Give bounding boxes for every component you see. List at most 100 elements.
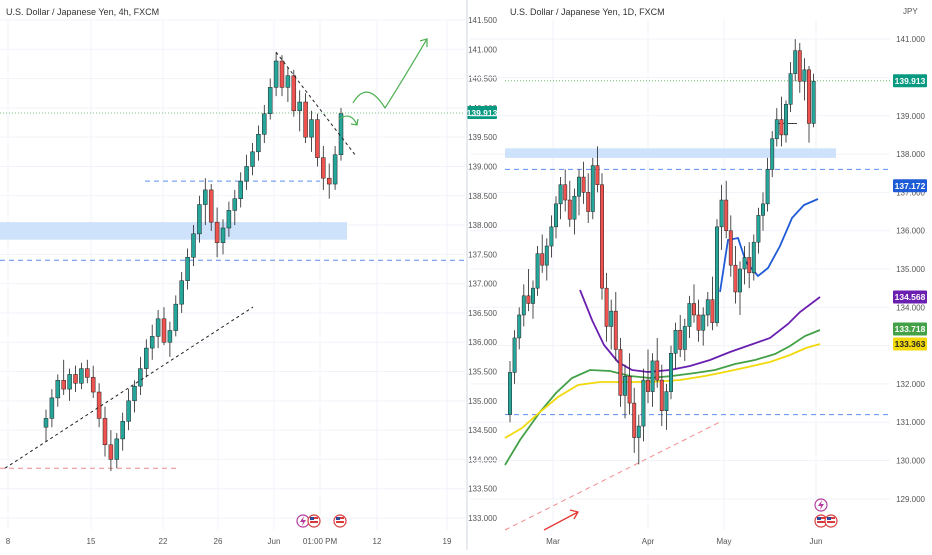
left-x-tick-label: 01:00 PM — [303, 537, 338, 546]
right-candle-body — [586, 192, 591, 212]
right-y-tick-label: 131.000 — [896, 418, 925, 427]
left-y-tick-label: 141.000 — [468, 45, 497, 54]
left-candle-body — [138, 368, 143, 387]
left-candle-body — [161, 318, 167, 343]
left-candle-body — [285, 75, 291, 88]
left-candle-body — [214, 221, 220, 243]
right-candle-body — [669, 353, 673, 392]
right-candle-body — [636, 425, 641, 438]
lightning-icon[interactable] — [814, 498, 828, 512]
right-candle-body — [807, 69, 811, 124]
right-price-tag-box — [893, 337, 927, 351]
right-candle-body — [705, 299, 710, 316]
left-y-tick-label: 138.500 — [468, 192, 497, 201]
right-y-tick-label: 136.000 — [896, 227, 925, 236]
left-x-tick-label: 12 — [373, 537, 382, 546]
left-gridlines — [0, 19, 465, 530]
right-candle-body — [632, 402, 637, 438]
left-candle-body — [332, 154, 338, 185]
left-y-tick-label: 137.000 — [468, 280, 497, 289]
left-candle-body — [279, 60, 285, 88]
right-chart-panel[interactable]: U.S. Dollar / Japanese Yen, 1D, FXCM JPY… — [470, 7, 927, 546]
left-y-tick-label: 133.000 — [468, 514, 497, 523]
right-candle-body — [540, 253, 545, 266]
right-candle-body — [517, 314, 522, 339]
lightning-icon[interactable] — [296, 514, 310, 528]
left-y-tick-label: 138.000 — [468, 221, 497, 230]
left-chart-title: U.S. Dollar / Japanese Yen, 4h, FXCM — [6, 7, 159, 17]
right-candle-body — [531, 287, 535, 304]
right-candle-body — [715, 226, 719, 323]
right-red-arrow-head — [569, 509, 579, 520]
left-candle-body — [132, 385, 137, 402]
right-candle-body — [558, 184, 563, 205]
left-candle-body — [220, 227, 226, 243]
left-time-axis[interactable]: 8 15 22 26 Jun 01:00 PM 12 19 — [6, 537, 452, 546]
left-candle-body — [244, 166, 249, 182]
us-flag-icon[interactable] — [824, 514, 838, 528]
right-moving-averages — [504, 198, 821, 466]
right-event-icons[interactable] — [814, 498, 838, 528]
left-candle-body — [203, 189, 208, 205]
right-price-tag-box — [893, 179, 927, 193]
left-chart-panel[interactable]: U.S. Dollar / Japanese Yen, 4h, FXCM 141… — [0, 0, 498, 550]
left-candle-body — [149, 336, 155, 349]
left-candle-body — [321, 157, 326, 179]
right-candle-body — [641, 379, 646, 427]
left-x-tick-label: 19 — [443, 537, 452, 546]
left-candle-body — [326, 177, 332, 185]
right-candle-body — [508, 372, 512, 415]
us-flag-icon[interactable] — [307, 514, 321, 528]
right-ma-line — [504, 343, 821, 439]
right-candle-body — [613, 310, 618, 350]
right-x-tick-label: Apr — [642, 537, 655, 546]
right-price-tag-box — [893, 322, 927, 336]
right-candle-body — [747, 257, 752, 274]
right-candle-body — [600, 184, 604, 289]
left-candle-body — [126, 400, 131, 422]
left-annotations — [0, 112, 465, 469]
right-candle-body — [627, 376, 632, 404]
left-candle-body — [185, 257, 190, 281]
left-candle-body — [114, 438, 120, 460]
right-y-tick-label: 130.000 — [896, 457, 925, 466]
right-y-tick-label: 141.000 — [896, 35, 925, 44]
left-candle-body — [267, 87, 273, 114]
right-candle-body — [797, 50, 802, 82]
left-x-tick-label: Jun — [268, 537, 281, 546]
left-candle-body — [49, 397, 55, 419]
right-y-tick-label: 138.000 — [896, 150, 925, 159]
left-price-axis[interactable]: 141.500141.000140.500140.000139.500139.0… — [468, 16, 497, 523]
right-candle-body — [549, 226, 554, 247]
right-chart-title: U.S. Dollar / Japanese Yen, 1D, FXCM — [510, 7, 665, 17]
left-candle-body — [90, 377, 96, 393]
left-last-price-tag: 139.913 — [467, 106, 498, 119]
left-candle-body — [155, 318, 161, 337]
us-flag-icon[interactable] — [814, 514, 828, 528]
right-candle-body — [687, 303, 692, 327]
left-candle-body — [96, 391, 102, 419]
left-candle-body — [273, 60, 279, 88]
left-candle-body — [102, 418, 108, 446]
right-y-tick-label: 134.000 — [896, 303, 925, 312]
right-red-arrow-shaft — [543, 511, 579, 531]
right-candle-body — [733, 264, 738, 293]
right-ma-line — [504, 329, 821, 466]
left-candle-body — [61, 380, 66, 390]
us-flag-icon[interactable] — [333, 514, 347, 528]
right-time-axis[interactable]: Mar Apr May Jun — [546, 537, 822, 546]
left-candle-body — [208, 189, 214, 223]
left-event-icons[interactable] — [296, 514, 347, 528]
right-support-zone — [505, 148, 836, 158]
left-y-tick-label: 141.500 — [468, 16, 497, 25]
left-y-tick-label: 135.000 — [468, 397, 497, 406]
left-candle-body — [55, 380, 61, 399]
right-axis-unit: JPY — [903, 7, 918, 16]
left-candle-body — [120, 421, 125, 440]
left-candles — [43, 52, 344, 472]
right-price-tags: 139.913 137.172 134.568 133.718 133.363 — [893, 74, 927, 351]
left-candle-body — [144, 347, 149, 369]
right-candle-body — [692, 303, 696, 316]
